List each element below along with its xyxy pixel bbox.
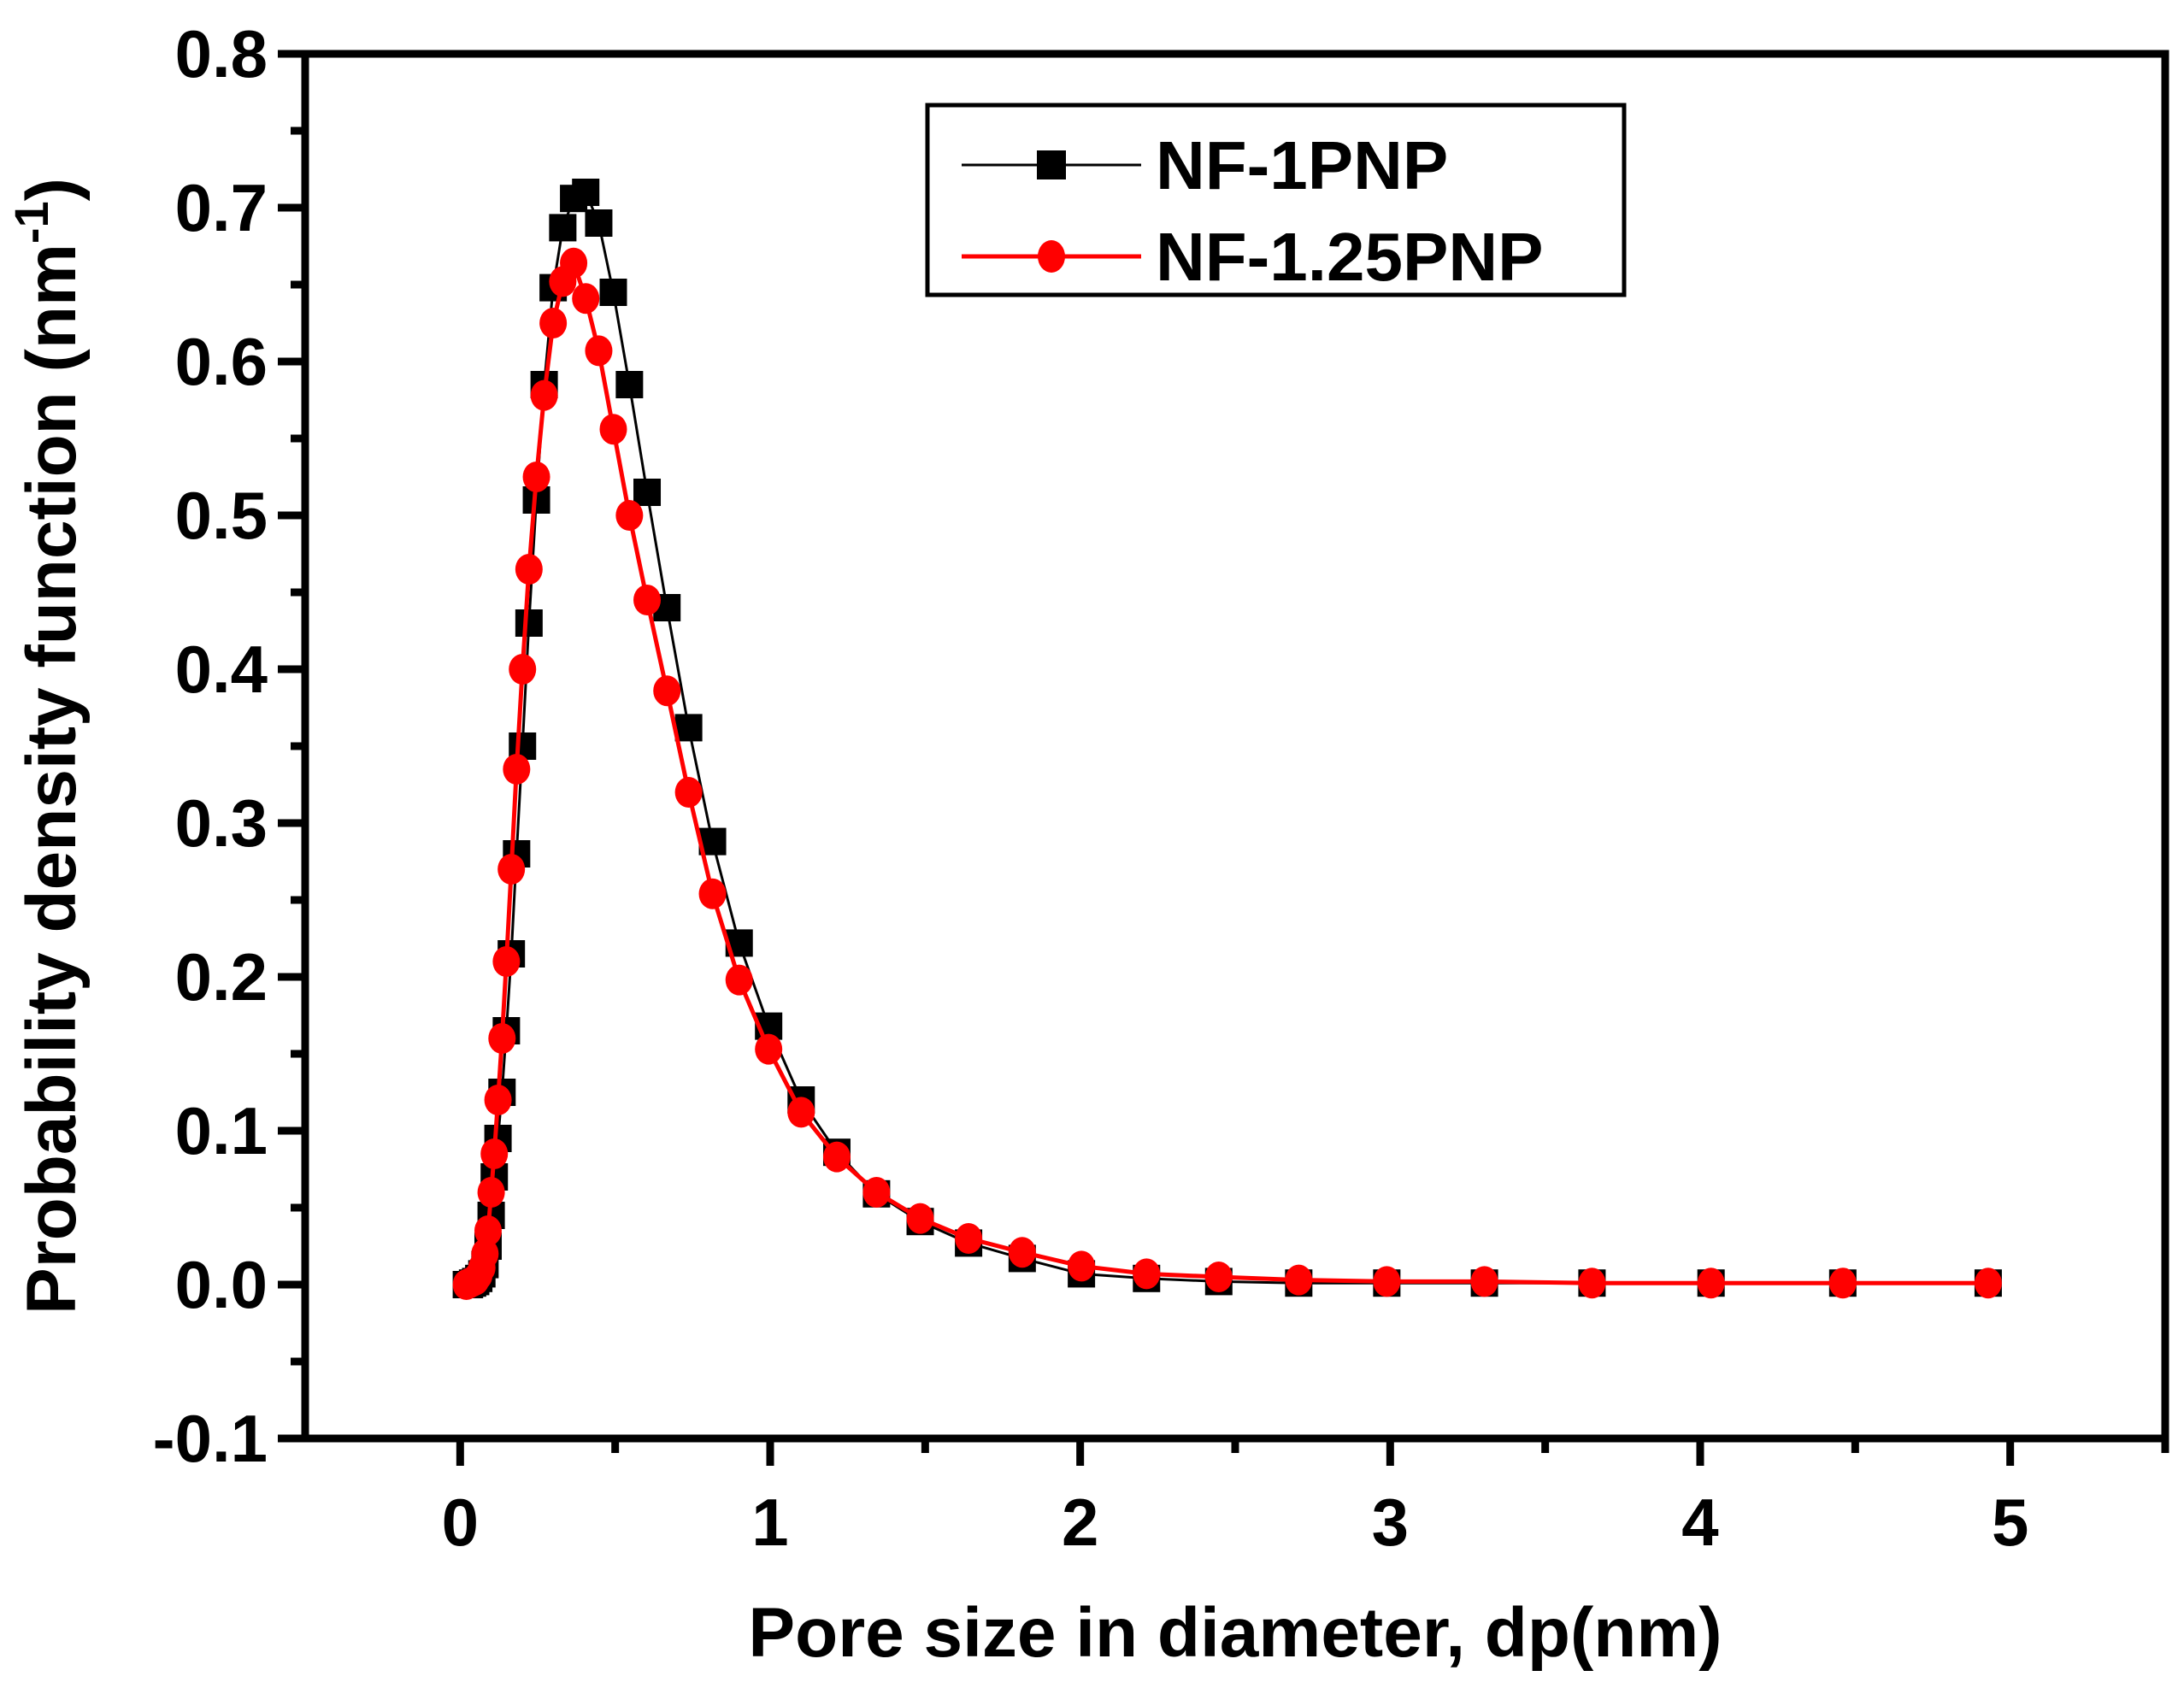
data-point-marker-circle: [560, 247, 588, 279]
legend-circle-marker-icon: [1038, 240, 1065, 273]
data-point-marker-circle: [599, 414, 627, 445]
y-axis-title: Probability density function (nm-1): [4, 178, 91, 1315]
x-tick-label: 0: [442, 1485, 479, 1560]
data-point-marker-circle: [492, 946, 521, 977]
data-point-marker-circle: [1285, 1264, 1313, 1296]
y-tick-label: 0.8: [175, 16, 268, 91]
data-point-marker-circle: [633, 585, 662, 615]
data-point-marker-circle: [1373, 1266, 1401, 1297]
data-point-marker-circle: [653, 675, 681, 707]
data-point-marker-square: [572, 179, 600, 206]
y-tick-label: 0.5: [175, 478, 268, 553]
data-point-marker-circle: [906, 1203, 934, 1234]
data-point-marker-circle: [1008, 1237, 1036, 1268]
legend-label-nf-1pnp: NF-1PNP: [1156, 127, 1448, 203]
data-point-marker-circle: [1697, 1268, 1725, 1299]
data-point-marker-square: [615, 371, 644, 398]
data-point-marker-circle: [1068, 1250, 1096, 1282]
y-tick-label: 0.4: [175, 632, 268, 707]
data-point-marker-circle: [509, 654, 537, 685]
data-point-marker-circle: [522, 462, 550, 492]
data-point-marker-circle: [1974, 1268, 2002, 1299]
legend-entry-nf-1pnp: NF-1PNP: [962, 127, 1448, 203]
legend-label-nf-1-25pnp: NF-1.25PNP: [1156, 219, 1543, 295]
x-tick-label: 3: [1372, 1485, 1409, 1560]
y-tick-label: 0.3: [175, 785, 268, 861]
data-point-marker-circle: [477, 1177, 505, 1208]
data-point-marker-circle: [515, 554, 543, 585]
axis-ticks: [278, 50, 2169, 1466]
data-point-marker-circle: [1204, 1262, 1233, 1292]
y-tick-label: 0.7: [175, 170, 268, 245]
series-nf-1-25pnp: [452, 247, 2002, 1300]
data-point-marker-circle: [862, 1177, 891, 1208]
data-point-marker-circle: [787, 1097, 815, 1128]
data-point-marker-square: [515, 609, 543, 637]
x-axis-title: Pore size in diameter, dp(nm): [748, 1594, 1722, 1672]
axis-tick-labels: 0 1 2 3 4 5 -0.1 0.0 0.1 0.2 0.3 0.4 0.5 0.6 0.7 0.8: [153, 16, 2029, 1560]
data-point-marker-circle: [585, 335, 613, 367]
data-point-marker-circle: [471, 1238, 499, 1269]
data-point-marker-circle: [530, 379, 558, 411]
data-point-marker-square: [549, 214, 577, 242]
data-point-marker-circle: [1828, 1268, 1857, 1299]
data-point-marker-circle: [1470, 1266, 1498, 1297]
data-point-marker-circle: [480, 1138, 509, 1169]
data-point-marker-circle: [755, 1033, 783, 1065]
data-point-marker-circle: [1133, 1258, 1161, 1290]
data-point-marker-circle: [572, 283, 600, 315]
data-point-marker-circle: [539, 308, 568, 338]
legend-square-marker-icon: [1037, 150, 1066, 179]
x-tick-label: 1: [751, 1485, 788, 1560]
data-point-marker-circle: [474, 1215, 502, 1246]
x-tick-label: 5: [1992, 1485, 2028, 1560]
y-tick-label: 0.6: [175, 324, 268, 399]
y-tick-label: 0.1: [175, 1093, 268, 1168]
data-point-marker-square: [674, 714, 703, 742]
y-tick-label: 0.0: [175, 1247, 268, 1322]
data-point-marker-circle: [503, 754, 531, 785]
data-point-marker-circle: [674, 777, 703, 808]
data-point-marker-circle: [955, 1223, 983, 1254]
data-point-marker-circle: [698, 878, 727, 909]
data-point-marker-circle: [822, 1141, 851, 1173]
data-point-marker-circle: [484, 1085, 512, 1115]
data-point-marker-circle: [725, 964, 753, 996]
data-point-marker-circle: [615, 500, 644, 531]
legend: NF-1PNP NF-1.25PNP: [925, 103, 1627, 297]
x-tick-label: 2: [1062, 1485, 1098, 1560]
x-tick-label: 4: [1681, 1485, 1718, 1560]
series-line-nf-1.25pnp: [465, 257, 1988, 1287]
data-point-marker-circle: [488, 1023, 516, 1054]
data-point-marker-square: [599, 279, 627, 306]
y-tick-label: 0.2: [175, 939, 268, 1015]
y-tick-label: -0.1: [153, 1401, 268, 1476]
data-point-marker-square: [585, 209, 613, 237]
data-point-marker-square: [633, 479, 662, 506]
data-point-marker-circle: [1578, 1268, 1606, 1299]
series-nf-1pnp: [452, 179, 2002, 1298]
y-axis-title-superscript: -1: [4, 201, 58, 244]
legend-entry-nf-1-25pnp: NF-1.25PNP: [962, 219, 1543, 295]
data-point-marker-circle: [497, 854, 526, 885]
